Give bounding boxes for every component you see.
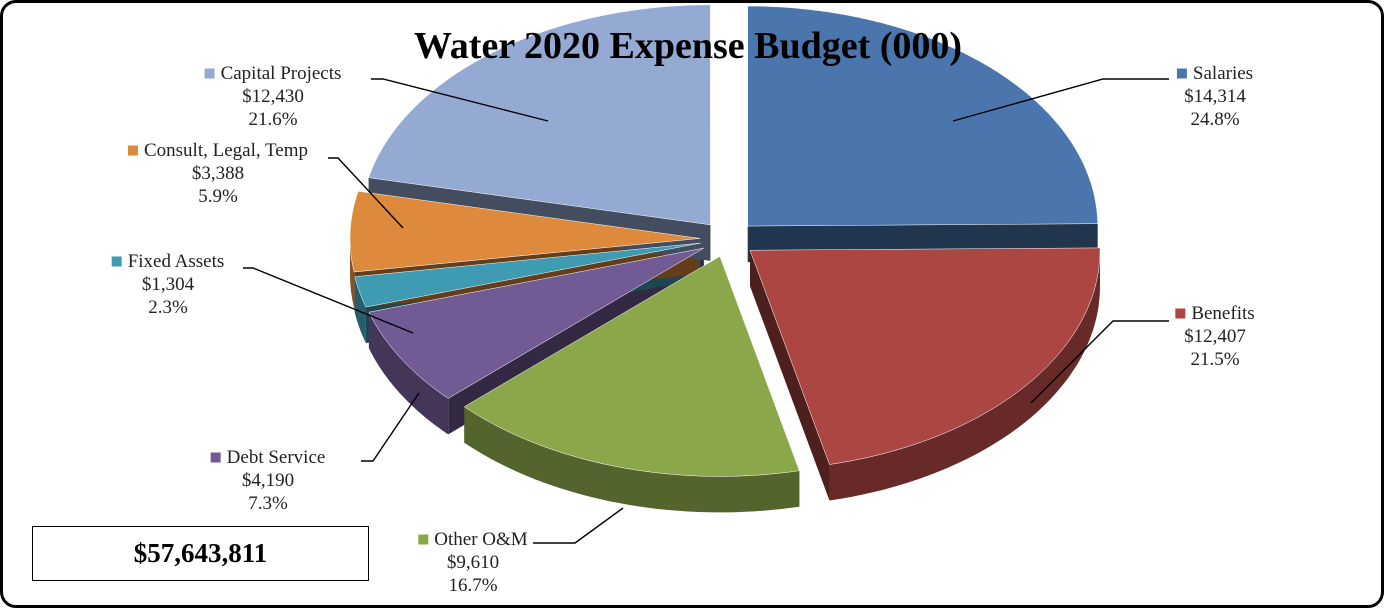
slice-fixed-assets-wall [354, 276, 366, 344]
legend-key-consult-legal-temp [127, 145, 138, 156]
label-percent-capital-projects: 21.6% [248, 109, 297, 130]
legend-key-debt-service [210, 452, 221, 463]
slice-benefits-wall [829, 250, 1100, 501]
total-budget-value: $57,643,811 [133, 538, 268, 568]
legend-key-other-oandm [418, 534, 429, 545]
label-name-fixed-assets: Fixed Assets [128, 251, 225, 272]
leader-consult-legal-temp [328, 157, 404, 229]
slice-fixed-assets [354, 242, 701, 308]
slice-debt-service [368, 247, 704, 399]
legend-key-benefits [1175, 308, 1186, 319]
pie-slices [349, 4, 1101, 513]
label-value-salaries: $14,314 [1184, 86, 1246, 107]
slice-debt-service-wall [368, 312, 449, 435]
leader-other-oandm [533, 507, 624, 544]
label-name-debt-service: Debt Service [227, 447, 326, 468]
label-value-fixed-assets: $1,304 [142, 274, 195, 295]
slice-capital-projects [368, 4, 711, 226]
label-percent-other-oandm: 16.7% [448, 575, 497, 596]
chart-title: Water 2020 Expense Budget (000) [414, 25, 962, 67]
label-value-capital-projects: $12,430 [242, 86, 304, 107]
total-budget-box: $57,643,811 [32, 526, 369, 581]
legend-key-salaries [1176, 68, 1187, 79]
slice-consult-legal-temp [349, 191, 701, 273]
leader-debt-service [361, 392, 420, 462]
legend-key-fixed-assets [111, 256, 122, 267]
slice-benefits-side-end [750, 250, 830, 501]
label-percent-consult-legal-temp: 5.9% [198, 186, 238, 207]
slice-other-oandm-wall [464, 406, 800, 513]
leader-fixed-assets [243, 267, 414, 334]
label-name-other-oandm: Other O&M [434, 529, 528, 550]
leader-benefits [1030, 320, 1169, 404]
label-value-debt-service: $4,190 [242, 470, 294, 491]
leader-capital-projects [371, 78, 549, 122]
label-value-other-oandm: $9,610 [447, 552, 499, 573]
slice-other-oandm [463, 256, 800, 477]
label-percent-debt-service: 7.3% [248, 493, 288, 514]
label-percent-salaries: 24.8% [1190, 109, 1239, 130]
slice-salaries [747, 5, 1098, 227]
label-name-capital-projects: Capital Projects [221, 63, 342, 84]
leader-lines [243, 78, 1169, 544]
label-percent-benefits: 21.5% [1190, 349, 1239, 370]
label-value-consult-legal-temp: $3,388 [192, 163, 244, 184]
label-name-salaries: Salaries [1193, 63, 1253, 84]
label-percent-fixed-assets: 2.3% [148, 297, 188, 318]
legend-key-capital-projects [204, 68, 215, 79]
label-name-consult-legal-temp: Consult, Legal, Temp [144, 140, 308, 161]
label-name-benefits: Benefits [1191, 303, 1254, 324]
label-value-benefits: $12,407 [1184, 326, 1246, 347]
slice-benefits [749, 247, 1101, 465]
leader-salaries [952, 78, 1169, 122]
